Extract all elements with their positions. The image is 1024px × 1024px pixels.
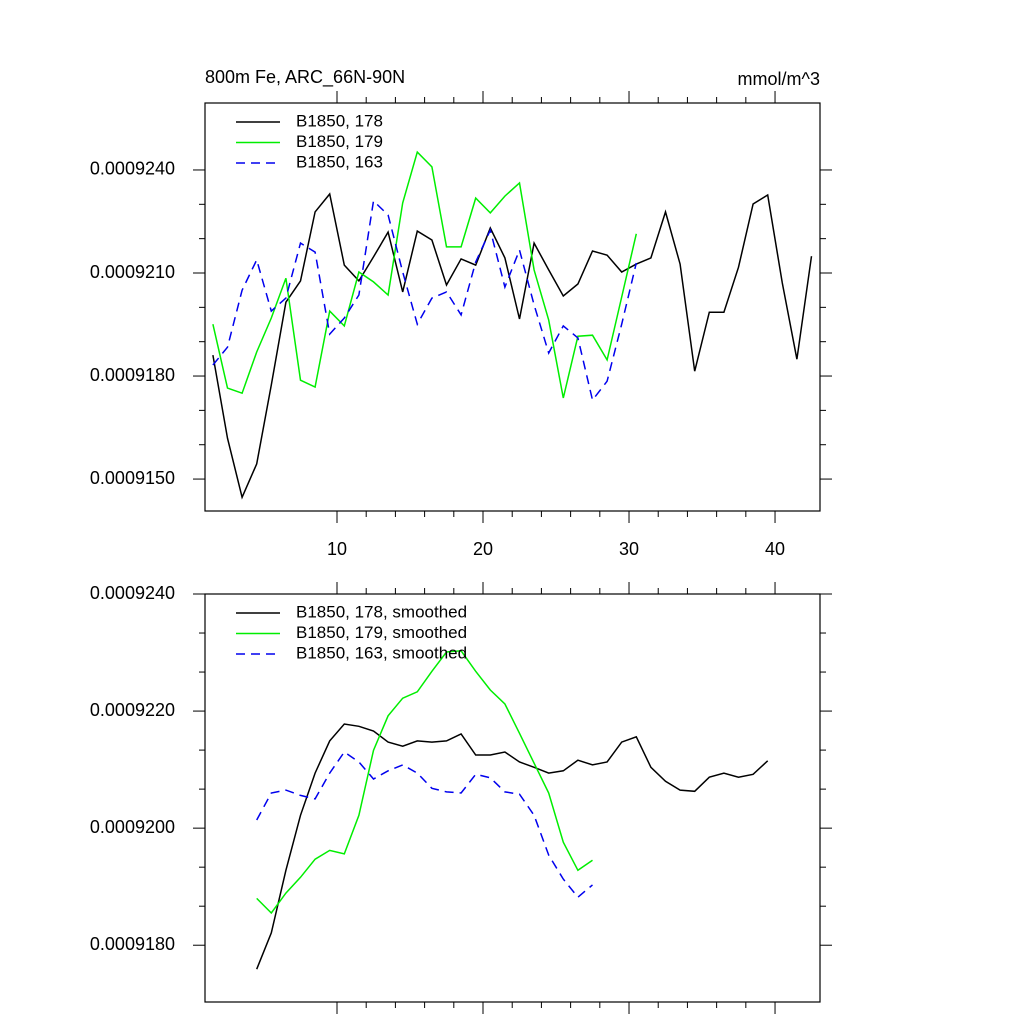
legend-label: B1850, 179, smoothed <box>296 623 467 642</box>
legend-label: B1850, 163 <box>296 152 383 171</box>
series-line <box>256 750 593 899</box>
series-line <box>212 192 813 500</box>
x-tick-label: 10 <box>327 539 347 559</box>
y-tick-label: 0.0009150 <box>90 468 175 488</box>
chart-title: 800m Fe, ARC_66N-90N <box>205 67 405 88</box>
series-line <box>212 199 638 402</box>
y-tick-label: 0.0009180 <box>90 934 175 954</box>
legend-label: B1850, 163, smoothed <box>296 643 467 662</box>
legend-label: B1850, 178 <box>296 111 383 130</box>
x-tick-label: 30 <box>619 539 639 559</box>
series-line <box>256 723 769 970</box>
y-tick-label: 0.0009180 <box>90 365 175 385</box>
x-tick-label: 20 <box>473 539 493 559</box>
units-label: mmol/m^3 <box>738 69 820 89</box>
y-tick-label: 0.0009200 <box>90 817 175 837</box>
series-line <box>212 150 638 399</box>
y-tick-label: 0.0009240 <box>90 583 175 603</box>
legend-label: B1850, 178, smoothed <box>296 602 467 621</box>
y-tick-label: 0.0009220 <box>90 700 175 720</box>
x-tick-label: 40 <box>765 539 785 559</box>
legend-label: B1850, 179 <box>296 132 383 151</box>
y-tick-label: 0.0009240 <box>90 159 175 179</box>
series-line <box>256 650 593 915</box>
y-tick-label: 0.0009210 <box>90 262 175 282</box>
